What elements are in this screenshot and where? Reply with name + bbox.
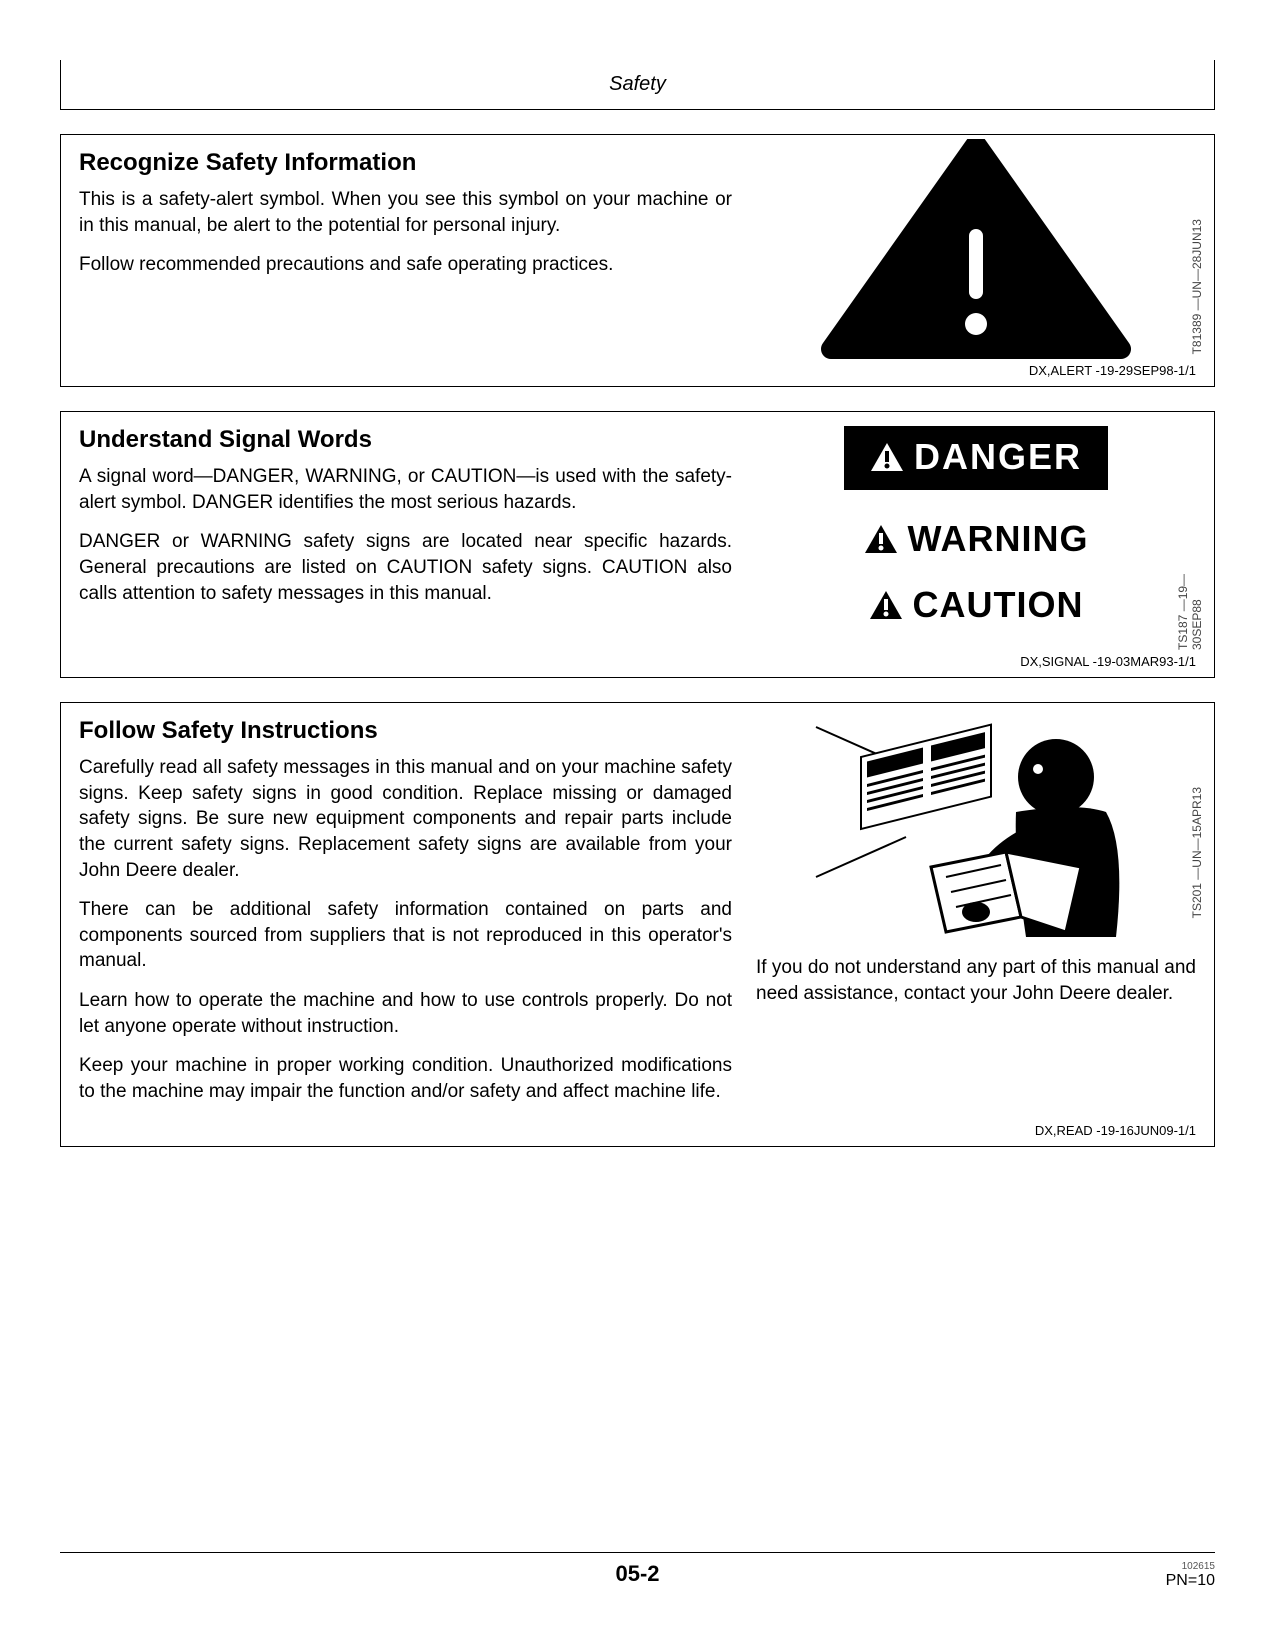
section2-right: DANGER WARNING CAUTION — [756, 426, 1196, 650]
section2-left: Understand Signal Words A signal word—DA… — [79, 426, 732, 650]
footer-tiny: 102615 — [1166, 1561, 1215, 1572]
section2-side-code: TS187 —19—30SEP88 — [1176, 536, 1204, 650]
caution-label: CAUTION — [869, 584, 1084, 626]
section2-p2: DANGER or WARNING safety signs are locat… — [79, 529, 732, 606]
section-follow-instructions: Follow Safety Instructions Carefully rea… — [60, 702, 1215, 1147]
footer-page-number: 05-2 — [615, 1561, 659, 1587]
section3-ref: DX,READ -19-16JUN09-1/1 — [79, 1123, 1196, 1138]
section2-ref: DX,SIGNAL -19-03MAR93-1/1 — [79, 654, 1196, 669]
section3-right: TS201 —UN—15APR13 If you do not understa… — [756, 717, 1196, 1119]
header-bar: Safety — [60, 60, 1215, 110]
section3-p3: Learn how to operate the machine and how… — [79, 988, 732, 1039]
section1-ref: DX,ALERT -19-29SEP98-1/1 — [79, 363, 1196, 378]
manual-reader-icon — [776, 717, 1176, 937]
footer-pn: PN=10 — [1166, 1572, 1215, 1590]
danger-triangle-icon — [870, 442, 904, 472]
section3-cols: Follow Safety Instructions Carefully rea… — [79, 717, 1196, 1119]
section3-side-code: TS201 —UN—15APR13 — [1190, 787, 1204, 918]
section-signal-words: Understand Signal Words A signal word—DA… — [60, 411, 1215, 678]
section3-p4: Keep your machine in proper working cond… — [79, 1053, 732, 1104]
section1-cols: Recognize Safety Information This is a s… — [79, 149, 1196, 359]
section2-p1: A signal word—DANGER, WARNING, or CAUTIO… — [79, 464, 732, 515]
section3-p1: Carefully read all safety messages in th… — [79, 755, 732, 883]
section1-p2: Follow recommended precautions and safe … — [79, 252, 732, 278]
warning-triangle-icon — [864, 524, 898, 554]
section3-left: Follow Safety Instructions Carefully rea… — [79, 717, 732, 1119]
section1-p1: This is a safety-alert symbol. When you … — [79, 187, 732, 238]
page-footer: 05-2 102615 PN=10 — [60, 1552, 1215, 1590]
warning-label: WARNING — [864, 518, 1089, 560]
caution-text: CAUTION — [913, 584, 1084, 626]
section3-p2: There can be additional safety informati… — [79, 897, 732, 974]
section1-title: Recognize Safety Information — [79, 149, 732, 177]
page-content: Safety Recognize Safety Information This… — [60, 60, 1215, 1171]
section3-p5: If you do not understand any part of thi… — [756, 955, 1196, 1006]
warning-text: WARNING — [908, 518, 1089, 560]
section1-side-code: T81389 —UN—28JUN13 — [1190, 219, 1204, 354]
section2-title: Understand Signal Words — [79, 426, 732, 454]
section3-title: Follow Safety Instructions — [79, 717, 732, 745]
section2-cols: Understand Signal Words A signal word—DA… — [79, 426, 1196, 650]
footer-right: 102615 PN=10 — [1166, 1561, 1215, 1590]
header-title: Safety — [609, 73, 666, 96]
safety-alert-triangle-icon — [821, 139, 1131, 359]
caution-triangle-icon — [869, 590, 903, 620]
section1-left: Recognize Safety Information This is a s… — [79, 149, 732, 359]
section-recognize: Recognize Safety Information This is a s… — [60, 134, 1215, 387]
danger-text: DANGER — [914, 436, 1082, 478]
danger-label: DANGER — [844, 426, 1108, 490]
section1-right: T81389 —UN—28JUN13 — [756, 149, 1196, 359]
